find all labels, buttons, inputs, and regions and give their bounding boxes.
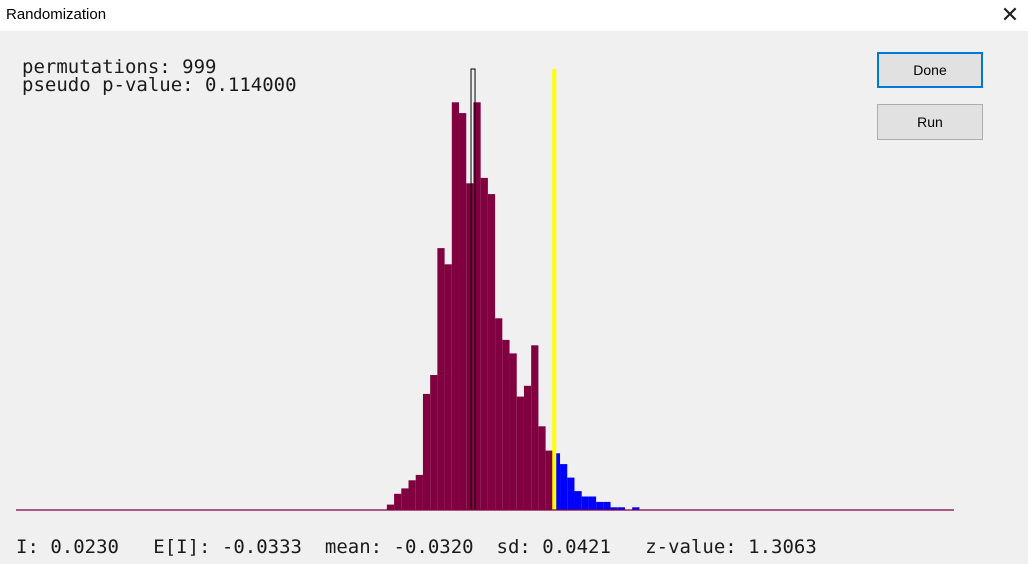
histogram-bar [394, 493, 402, 510]
histogram-bar [567, 477, 575, 510]
histogram-bar [473, 102, 481, 511]
z-value: z-value: 1.3063 [645, 536, 817, 558]
histogram-chart [16, 68, 954, 511]
histogram-bar [487, 194, 496, 510]
histogram-bar [466, 183, 474, 511]
histogram-bar [581, 496, 589, 510]
histogram-bar [459, 113, 467, 510]
histogram-bar [408, 480, 416, 510]
histogram-bar [415, 474, 423, 510]
histogram-bar [545, 450, 553, 510]
histogram-bar [502, 339, 510, 510]
histogram-bar [437, 248, 445, 510]
histogram-bar [610, 507, 618, 510]
histogram-bar [422, 393, 431, 510]
histogram-bar [451, 102, 460, 511]
histogram-bar [430, 375, 438, 510]
done-button[interactable]: Done [877, 52, 983, 88]
close-icon[interactable]: ✕ [1000, 2, 1020, 27]
histogram-bar [588, 496, 597, 510]
histogram-bar [444, 264, 452, 510]
sd-value: sd: 0.0421 [496, 536, 611, 558]
footer-stats: I: 0.0230 E[I]: -0.0333 mean: -0.0320 sd… [16, 536, 817, 558]
mean-value: mean: -0.0320 [324, 536, 474, 558]
run-button[interactable]: Run [877, 104, 983, 140]
histogram-bar [603, 501, 611, 510]
permutations-label: permutations: 999 [22, 56, 217, 78]
expected-i-value: E[I]: -0.0333 [153, 536, 302, 558]
histogram-bar [531, 345, 539, 510]
histogram-bar [516, 396, 524, 510]
window-right-edge [1028, 31, 1030, 564]
observed-i-value: I: 0.0230 [16, 536, 119, 558]
observed-i-marker [552, 69, 557, 510]
histogram-bar [560, 464, 568, 510]
histogram-bar [523, 385, 532, 510]
histogram-bar [495, 318, 503, 510]
histogram-bar [632, 507, 640, 510]
histogram-bar [386, 504, 395, 510]
histogram-bar [538, 426, 546, 510]
histogram-bar [480, 177, 488, 510]
histogram-bar [617, 507, 625, 510]
histogram-bar [596, 501, 604, 510]
histogram-bar [574, 491, 582, 510]
title-bar: Randomization ✕ [0, 0, 1030, 31]
histogram-bar [509, 353, 517, 510]
histogram-bar [401, 488, 409, 510]
histogram-bar [552, 453, 561, 510]
summary-stats: permutations: 999 pseudo p-value: 0.1140… [22, 56, 297, 96]
window-title: Randomization [6, 6, 107, 23]
pseudo-p-value-label: pseudo p-value: 0.114000 [22, 74, 297, 96]
